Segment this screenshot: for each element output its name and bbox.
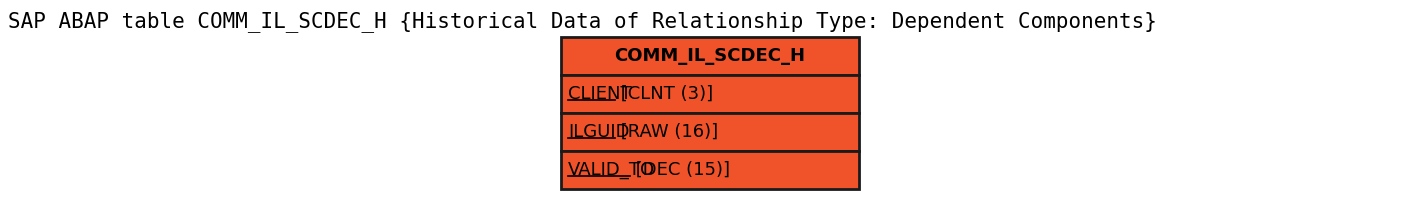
Text: SAP ABAP table COMM_IL_SCDEC_H {Historical Data of Relationship Type: Dependent : SAP ABAP table COMM_IL_SCDEC_H {Historic…	[7, 12, 1156, 32]
Text: [CLNT (3)]: [CLNT (3)]	[615, 85, 713, 103]
Text: VALID_TO: VALID_TO	[568, 161, 656, 179]
Text: [DEC (15)]: [DEC (15)]	[630, 161, 730, 179]
Bar	[561, 151, 859, 189]
Text: ILGUID: ILGUID	[568, 123, 630, 141]
Text: [RAW (16)]: [RAW (16)]	[615, 123, 719, 141]
Bar	[561, 113, 859, 151]
Text: COMM_IL_SCDEC_H: COMM_IL_SCDEC_H	[613, 47, 805, 65]
Bar	[561, 37, 859, 75]
Text: CLIENT: CLIENT	[568, 85, 632, 103]
Bar	[561, 75, 859, 113]
